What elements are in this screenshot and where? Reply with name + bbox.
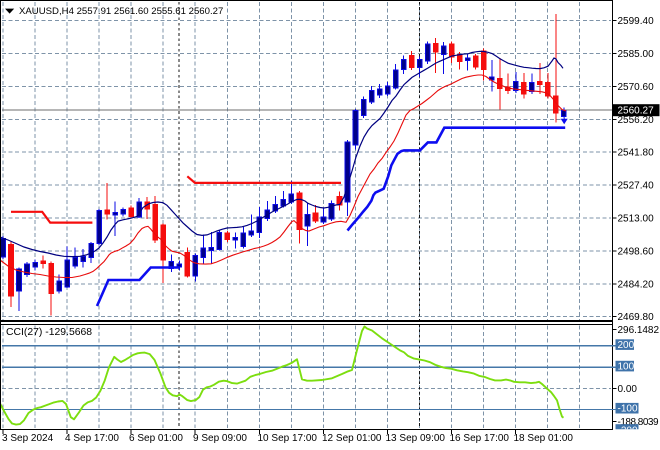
svg-text:18 Sep 01:00: 18 Sep 01:00 [514,433,574,444]
svg-text:2570.60: 2570.60 [618,82,655,93]
svg-text:2498.60: 2498.60 [618,246,655,257]
svg-text:16 Sep 17:00: 16 Sep 17:00 [450,433,510,444]
svg-text:2469.80: 2469.80 [618,312,655,323]
svg-text:2585.00: 2585.00 [618,49,655,60]
svg-text:100: 100 [618,362,635,373]
svg-text:0.00: 0.00 [618,384,638,395]
svg-text:XAUUSD,H4 2557.91 2561.60 255: XAUUSD,H4 2557.91 2561.60 2555.61 2560.2… [19,6,223,17]
svg-text:3 Sep 2024: 3 Sep 2024 [2,433,54,444]
svg-text:CCI(27) -129.5668: CCI(27) -129.5668 [6,327,92,338]
svg-text:2560.27: 2560.27 [618,106,655,117]
svg-text:2556.20: 2556.20 [618,115,655,126]
svg-text:2513.00: 2513.00 [618,214,655,225]
svg-text:2599.40: 2599.40 [618,16,655,27]
svg-text:4 Sep 17:00: 4 Sep 17:00 [65,433,119,444]
svg-text:13 Sep 09:00: 13 Sep 09:00 [386,433,446,444]
svg-text:200: 200 [618,340,635,351]
svg-text:2541.80: 2541.80 [618,148,655,159]
svg-text:-200: -200 [618,426,638,437]
svg-text:10 Sep 17:00: 10 Sep 17:00 [258,433,318,444]
svg-text:2527.40: 2527.40 [618,181,655,192]
svg-text:296.1482: 296.1482 [618,325,660,336]
svg-text:12 Sep 01:00: 12 Sep 01:00 [322,433,382,444]
svg-text:9 Sep 09:00: 9 Sep 09:00 [193,433,247,444]
svg-text:6 Sep 01:00: 6 Sep 01:00 [129,433,183,444]
svg-text:-100: -100 [618,404,638,415]
svg-text:2484.20: 2484.20 [618,279,655,290]
svg-text:-188.8039: -188.8039 [618,417,659,428]
